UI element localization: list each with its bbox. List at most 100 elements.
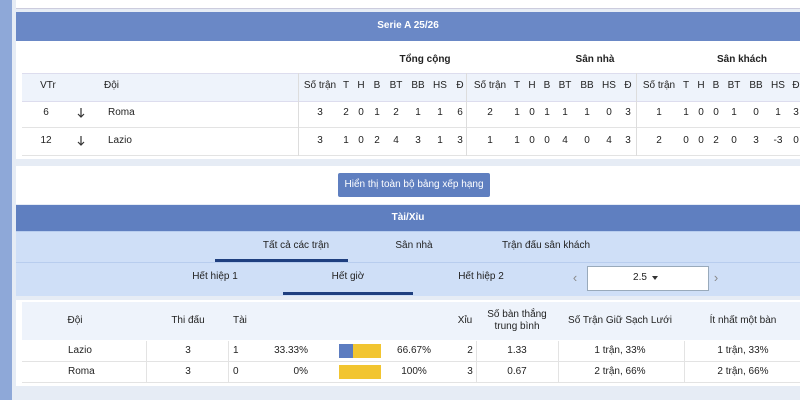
down-arrow-icon [77,136,85,146]
column-header: Tài [233,315,247,326]
stat-cell: 6 [457,107,463,118]
column-header: Đ [792,80,800,91]
over-under-title: Tài/Xỉu [391,212,425,223]
stat-cell: 1 [683,107,689,118]
subtab[interactable]: Hết hiệp 2 [458,271,504,282]
column-header: BB [749,80,763,91]
side-strip [0,0,12,400]
over-count: 0 [233,366,239,377]
stat-cell: 1 [374,107,380,118]
column-header: H [528,80,536,91]
column-header: Đ [624,80,632,91]
column-header: Ít nhất một bàn [709,315,777,326]
column-header: B [373,80,381,91]
column-header: Đội [104,80,120,91]
column-header: HS [602,80,616,91]
stat-cell: 0 [529,135,535,146]
ou-header-row [22,302,800,340]
column-header: BB [411,80,425,91]
down-arrow [77,108,85,118]
over-bar [339,344,353,358]
panel-top [16,0,800,9]
team-name: Roma [68,366,95,377]
row-divider [22,361,800,362]
column-header: Thi đấu [171,315,205,326]
stat-cell: 0 [358,135,364,146]
column-header: BT [727,80,741,91]
column-separator [298,73,299,156]
active-subtab-underline [283,292,413,295]
stat-cell: 1 [544,107,550,118]
stat-cell: 2 [656,135,662,146]
clean-sheets: 2 trận, 66% [594,366,646,377]
show-all-button-label[interactable]: Hiển thị toàn bộ bảng xếp hạng [344,179,484,190]
stat-cell: 4 [606,135,612,146]
column-header: BT [389,80,403,91]
stat-cell: 0 [731,135,737,146]
column-header: Số bàn thắng trung bình [487,309,547,332]
row-divider [22,127,800,128]
column-header: H [697,80,705,91]
standings-header [16,12,800,41]
rank: 12 [40,135,52,146]
group-header: Tổng cộng [399,54,451,65]
stat-cell: 0 [544,135,550,146]
stat-cell: 1 [437,107,443,118]
column-header: HS [771,80,785,91]
stat-cell: -3 [773,135,783,146]
under-percent: 100% [401,366,427,377]
avg-goals: 1.33 [507,345,527,356]
stat-cell: 1 [437,135,443,146]
stat-cell: 3 [317,107,323,118]
active-tab-underline [215,259,348,262]
team-name: Roma [108,107,135,118]
stat-cell: 3 [457,135,463,146]
subtab[interactable]: Hết hiệp 1 [192,271,238,282]
scored-at-least-one: 2 trận, 66% [717,366,769,377]
stat-cell: 0 [683,135,689,146]
column-header: B [543,80,551,91]
column-header: Đội [67,315,83,326]
stat-cell: 0 [698,107,704,118]
stat-cell: 0 [713,107,719,118]
team-name: Lazio [108,135,132,146]
stat-cell: 0 [358,107,364,118]
under-bar [352,344,381,358]
line-select[interactable] [587,266,709,291]
column-header: HS [433,80,447,91]
scored-at-least-one: 1 trận, 33% [717,345,769,356]
down-arrow [77,136,85,146]
standings-title: Serie A 25/26 [377,20,439,31]
column-header: Đ [456,80,464,91]
tab[interactable]: Tất cả các trận [262,240,330,251]
stat-cell: 1 [415,107,421,118]
nav-next[interactable]: › [713,270,719,285]
avg-goals: 0.67 [507,366,527,377]
nav-prev[interactable]: ‹ [572,270,578,285]
stat-cell: 3 [753,135,759,146]
over-percent: 0% [293,366,308,377]
stat-cell: 3 [625,107,631,118]
stat-cell: 2 [374,135,380,146]
show-all-button[interactable] [338,173,490,197]
stat-cell: 0 [753,107,759,118]
subtab[interactable]: Hết giờ [331,271,365,282]
column-separator [146,341,147,383]
tab[interactable]: Trận đấu sân khách [501,240,591,251]
column-header: B [712,80,720,91]
played: 3 [185,345,191,356]
team-name: Lazio [68,345,92,356]
column-header: BT [558,80,572,91]
stat-cell: 2 [713,135,719,146]
over-under-header [16,205,800,231]
tab[interactable]: Sân nhà [395,240,433,251]
column-header: Số Trận Giữ Sạch Lưới [568,315,672,326]
row-divider [22,382,800,383]
under-count: 2 [467,345,473,356]
stat-cell: 1 [562,107,568,118]
column-separator [684,341,685,383]
rank: 6 [43,107,49,118]
group-header: Sân nhà [575,54,615,65]
stat-cell: 0 [529,107,535,118]
tab-divider [16,262,800,263]
